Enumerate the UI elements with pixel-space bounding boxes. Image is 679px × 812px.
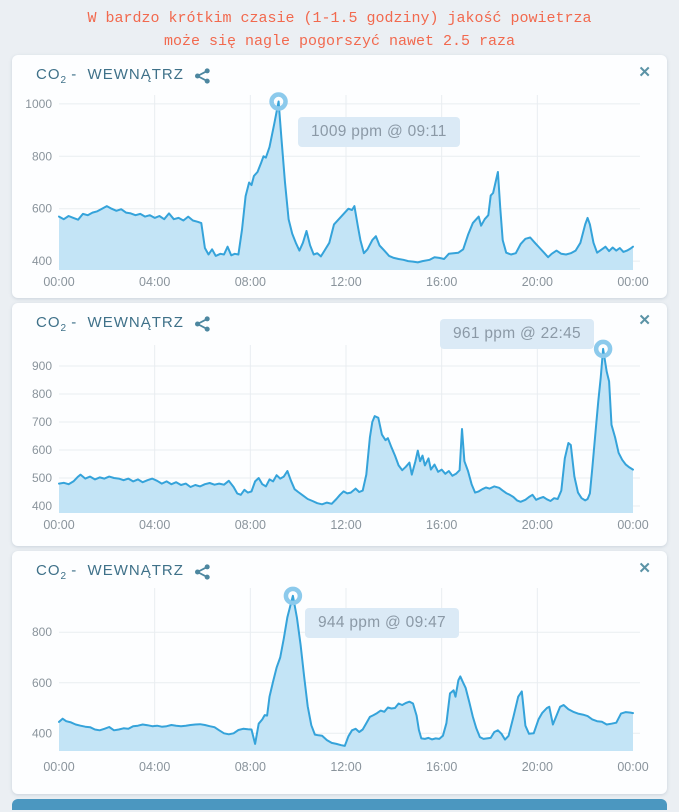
y-tick-label: 800 (32, 149, 52, 163)
peak-marker (593, 339, 613, 359)
location-label: - WEWNĄTRZ (66, 66, 184, 83)
chart-card-1: CO2 - WEWNĄTRZ ✕ 400 600 800 1000 00:00 04:00… (12, 55, 667, 298)
x-tick-label: 16:00 (426, 518, 457, 532)
close-icon[interactable]: ✕ (638, 560, 651, 577)
y-tick-label: 800 (32, 625, 52, 639)
y-tick-label: 400 (32, 499, 52, 513)
y-tick-label: 900 (32, 359, 52, 373)
x-tick-label: 00:00 (617, 518, 648, 532)
close-icon[interactable]: ✕ (638, 64, 651, 81)
x-tick-label: 04:00 (139, 518, 170, 532)
share-icon[interactable] (194, 564, 211, 580)
x-tick-label: 04:00 (139, 760, 170, 774)
y-tick-label: 800 (32, 387, 52, 401)
y-tick-label: 600 (32, 443, 52, 457)
x-tick-label: 08:00 (235, 275, 266, 289)
share-icon[interactable] (194, 316, 211, 332)
close-icon[interactable]: ✕ (638, 312, 651, 329)
gas-subscript: 2 (60, 323, 67, 334)
y-tick-label: 1000 (25, 97, 52, 111)
series-line (58, 347, 634, 506)
x-tick-label: 12:00 (330, 275, 361, 289)
x-tick-label: 20:00 (522, 518, 553, 532)
x-tick-label: 16:00 (426, 760, 457, 774)
y-tick-label: 500 (32, 471, 52, 485)
x-tick-label: 04:00 (139, 275, 170, 289)
peak-tooltip-1: 1009 ppm @ 09:11 (298, 117, 460, 147)
gas-label: CO (36, 562, 61, 579)
x-tick-label: 00:00 (43, 760, 74, 774)
location-label: - WEWNĄTRZ (66, 314, 184, 331)
location-label: - WEWNĄTRZ (66, 562, 184, 579)
gas-label: CO (36, 314, 61, 331)
chart-header-2: CO2 - WEWNĄTRZ (36, 314, 211, 334)
page-title-line-2: może się nagle pogorszyć nawet 2.5 raza (163, 33, 516, 50)
chart-header-3: CO2 - WEWNĄTRZ (36, 562, 211, 582)
y-tick-label: 400 (32, 254, 52, 268)
co2-area-chart-1[interactable]: 400 600 800 1000 00:00 04:00 08:00 12:00 16:00 20… (12, 89, 667, 295)
share-icon[interactable] (194, 68, 211, 84)
x-tick-label: 12:00 (330, 760, 361, 774)
y-tick-label: 600 (32, 202, 52, 216)
x-tick-label: 20:00 (522, 760, 553, 774)
y-tick-label: 600 (32, 676, 52, 690)
gas-subscript: 2 (60, 75, 67, 86)
series-line (58, 594, 634, 747)
x-tick-label: 08:00 (235, 518, 266, 532)
chart-card-3: CO2 - WEWNĄTRZ ✕ 400 600 800 00:00 04:00 08:0… (12, 551, 667, 794)
x-tick-label: 00:00 (43, 275, 74, 289)
series-line (58, 100, 634, 264)
x-tick-label: 00:00 (617, 275, 648, 289)
gas-subscript: 2 (60, 571, 67, 582)
x-tick-label: 00:00 (617, 760, 648, 774)
chart-title-2: CO2 - WEWNĄTRZ (36, 314, 184, 334)
area-fill (59, 348, 633, 513)
x-tick-label: 12:00 (330, 518, 361, 532)
x-tick-label: 08:00 (235, 760, 266, 774)
y-tick-label: 700 (32, 415, 52, 429)
page-title-line-1: W bardzo krótkim czasie (1-1.5 godziny) … (87, 10, 592, 27)
y-tick-label: 400 (32, 726, 52, 740)
peak-marker (269, 92, 288, 111)
co2-area-chart-2[interactable]: 400 500 600 700 800 900 00:00 04:00 08:00 12:00 16… (12, 339, 667, 539)
chart-card-2: CO2 - WEWNĄTRZ ✕ 400 500 600 700 800 900 00:00… (12, 303, 667, 546)
page-title: W bardzo krótkim czasie (1-1.5 godziny) … (0, 0, 679, 55)
peak-tooltip-2: 961 ppm @ 22:45 (440, 319, 594, 349)
area-fill (59, 595, 633, 751)
peak-tooltip-3: 944 ppm @ 09:47 (305, 608, 459, 638)
area-fill (59, 101, 633, 270)
x-tick-label: 00:00 (43, 518, 74, 532)
next-card-top-edge (12, 799, 667, 810)
peak-marker (283, 586, 303, 606)
chart-title-1: CO2 - WEWNĄTRZ (36, 66, 184, 86)
chart-header-1: CO2 - WEWNĄTRZ (36, 66, 211, 86)
x-tick-label: 16:00 (426, 275, 457, 289)
x-tick-label: 20:00 (522, 275, 553, 289)
gas-label: CO (36, 66, 61, 83)
chart-title-3: CO2 - WEWNĄTRZ (36, 562, 184, 582)
